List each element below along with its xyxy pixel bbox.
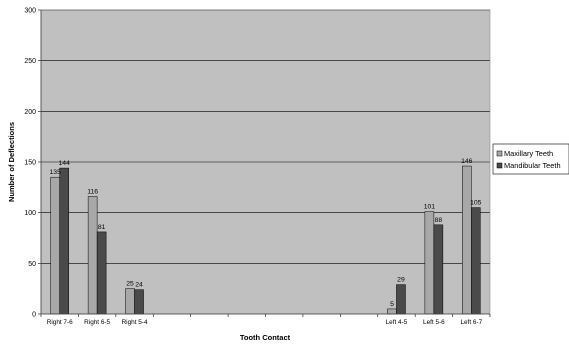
data-label-mandibular: 81 bbox=[98, 224, 106, 231]
data-label-maxillary: 25 bbox=[126, 281, 134, 288]
data-label-maxillary: 135 bbox=[50, 169, 62, 176]
legend-label-maxillary: Maxillary Teeth bbox=[504, 149, 553, 158]
y-tick-label: 200 bbox=[24, 109, 36, 116]
legend-label-mandibular: Mandibular Teeth bbox=[504, 161, 561, 170]
bar-maxillary bbox=[462, 165, 472, 315]
bar-maxillary bbox=[387, 308, 397, 315]
data-labels: 135 116 25 5 101 146 144 81 24 29 88 105 bbox=[50, 158, 482, 308]
data-label-maxillary: 5 bbox=[390, 301, 394, 308]
x-tick-label: Left 4-5 bbox=[386, 319, 408, 326]
y-tick-label: 300 bbox=[24, 8, 36, 15]
bar-maxillary bbox=[424, 211, 435, 315]
y-axis-ticks: 0 50 100 150 200 250 300 bbox=[24, 8, 41, 319]
bar-mandibular bbox=[433, 224, 444, 315]
y-tick-label: 250 bbox=[24, 58, 36, 65]
bar-mandibular bbox=[134, 289, 144, 315]
x-tick-label: Right 5-4 bbox=[122, 319, 148, 326]
bar-maxillary bbox=[50, 176, 60, 315]
bar-maxillary bbox=[125, 288, 135, 315]
x-axis-ticks: Right 7-6 Right 6-5 Right 5-4 Left 4-5 Left … bbox=[40, 314, 491, 326]
data-label-maxillary: 116 bbox=[87, 188, 98, 195]
data-label-maxillary: 101 bbox=[424, 204, 436, 211]
legend-swatch-mandibular bbox=[496, 162, 503, 169]
bar-maxillary bbox=[87, 196, 98, 315]
y-tick-label: 150 bbox=[24, 160, 36, 167]
x-tick-label: Right 6-5 bbox=[84, 319, 110, 326]
y-tick-label: 0 bbox=[32, 312, 36, 319]
bar-mandibular bbox=[471, 207, 481, 315]
bar-mandibular bbox=[96, 231, 107, 315]
plot-border bbox=[40, 9, 491, 315]
x-tick-label: Right 7-6 bbox=[47, 319, 73, 326]
legend-swatch-maxillary bbox=[496, 150, 503, 157]
y-tick-label: 100 bbox=[24, 210, 36, 217]
legend: Maxillary Teeth Mandibular Teeth bbox=[492, 143, 569, 175]
data-label-mandibular: 88 bbox=[435, 217, 443, 224]
data-label-mandibular: 144 bbox=[59, 160, 71, 167]
data-label-mandibular: 105 bbox=[470, 200, 482, 207]
x-tick-label: Left 6-7 bbox=[460, 319, 482, 326]
legend-box bbox=[492, 143, 569, 175]
data-label-maxillary: 146 bbox=[461, 158, 473, 165]
y-tick-label: 50 bbox=[28, 261, 36, 268]
bar-mandibular bbox=[59, 167, 69, 315]
y-axis-label: Number of Deflections bbox=[7, 122, 16, 202]
axes bbox=[40, 9, 491, 315]
bar-mandibular bbox=[396, 284, 406, 315]
x-tick-label: Left 5-6 bbox=[423, 319, 445, 326]
data-label-mandibular: 24 bbox=[135, 282, 143, 289]
data-label-mandibular: 29 bbox=[397, 277, 405, 284]
x-axis-label: Tooth Contact bbox=[240, 333, 291, 342]
